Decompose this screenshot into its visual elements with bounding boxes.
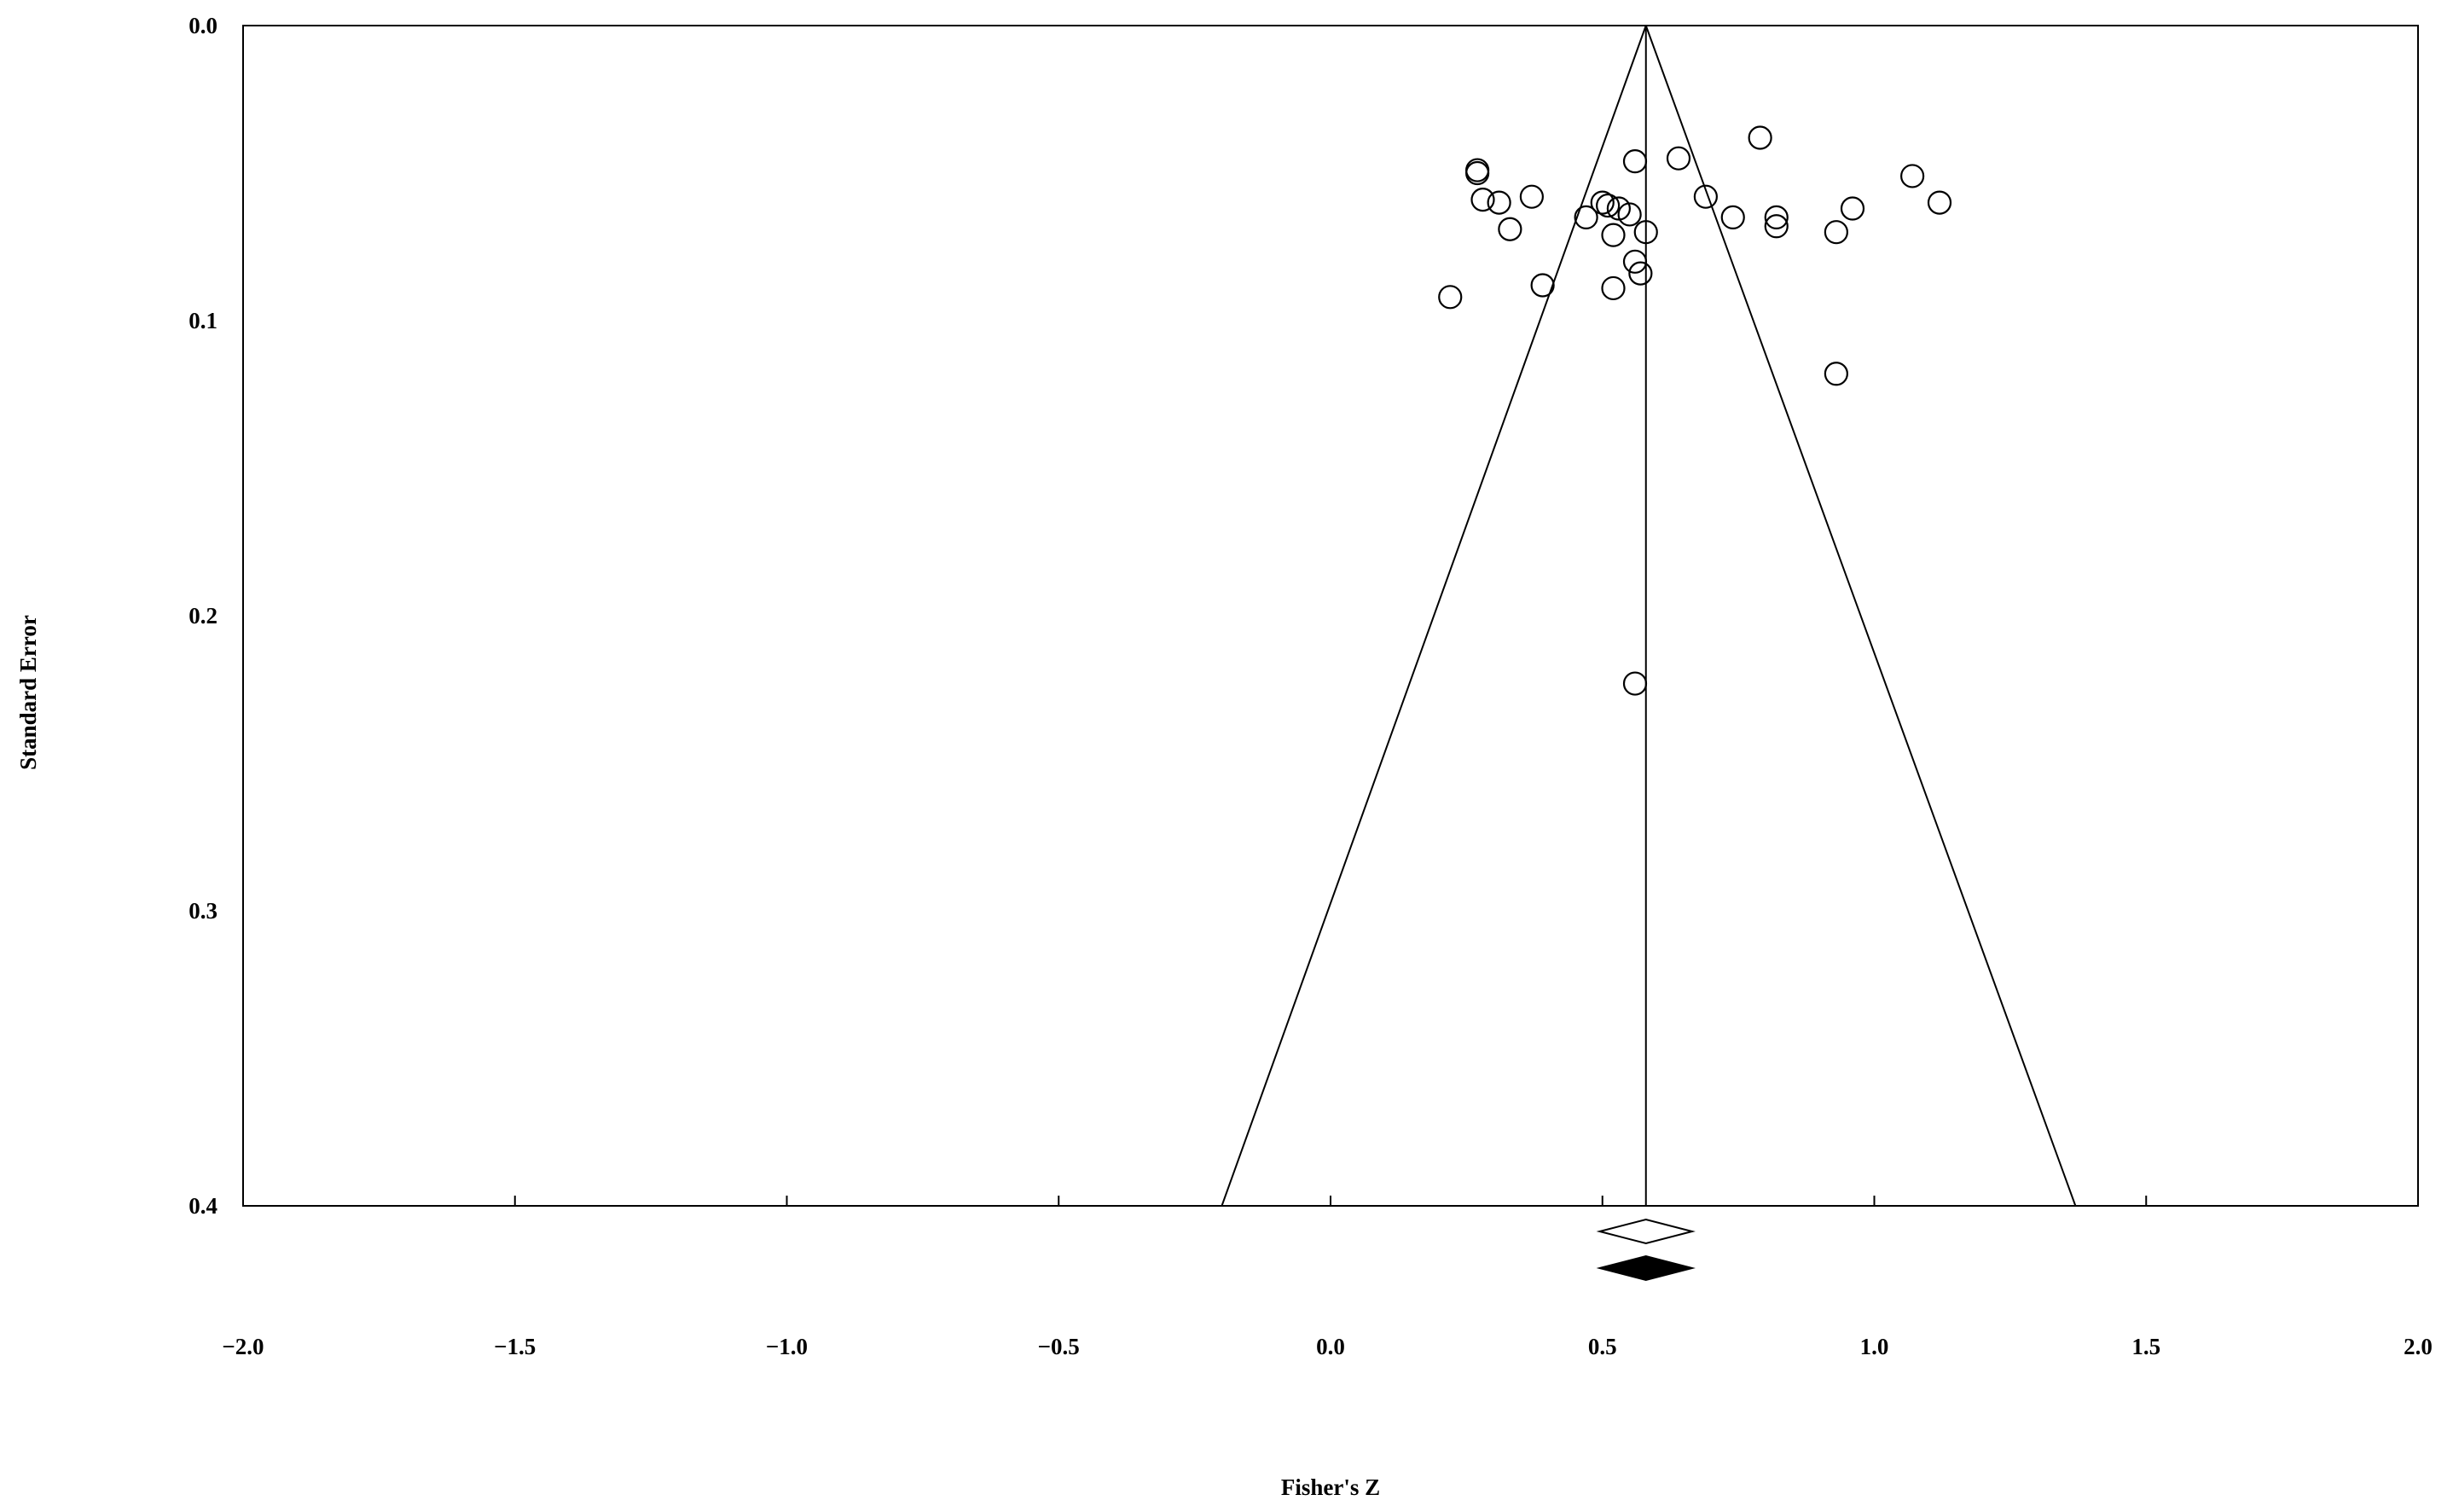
funnel-lines bbox=[1221, 25, 2077, 1207]
x-axis-ticks bbox=[513, 1196, 2148, 1206]
x-tick-label: 2.0 bbox=[2404, 1334, 2433, 1359]
study-point bbox=[1530, 273, 1555, 298]
study-points bbox=[1438, 125, 1952, 696]
x-tick-label: 0.5 bbox=[1588, 1334, 1617, 1359]
y-tick-label: 0.1 bbox=[188, 308, 217, 333]
x-tick-label: −0.5 bbox=[1038, 1334, 1080, 1359]
y-tick-label: 0.2 bbox=[188, 603, 217, 629]
x-tick-label: −1.5 bbox=[494, 1334, 536, 1359]
study-point bbox=[1693, 184, 1718, 209]
study-point bbox=[1720, 205, 1745, 229]
y-tick-label: 0.3 bbox=[188, 898, 217, 924]
study-point bbox=[1498, 217, 1522, 241]
study-point bbox=[1840, 196, 1865, 221]
x-tick-label: 1.5 bbox=[2131, 1334, 2160, 1359]
x-axis-tick-labels: −2.0 −1.5 −1.0 −0.5 0.0 0.5 1.0 1.5 2.0 bbox=[222, 1334, 2432, 1359]
study-point bbox=[1601, 223, 1626, 247]
y-tick-label: 0.0 bbox=[188, 13, 217, 38]
study-point bbox=[1606, 196, 1631, 221]
x-tick-label: −2.0 bbox=[222, 1334, 264, 1359]
study-point bbox=[1590, 190, 1615, 215]
x-tick-label: 1.0 bbox=[1860, 1334, 1889, 1359]
study-point bbox=[1601, 275, 1626, 301]
study-point bbox=[1900, 164, 1925, 188]
study-point bbox=[1487, 190, 1511, 215]
study-point bbox=[1574, 205, 1598, 229]
summary-diamonds bbox=[1596, 1218, 1696, 1282]
summary-diamond bbox=[1596, 1218, 1696, 1245]
study-point bbox=[1622, 249, 1648, 274]
x-axis-title: Fisher's Z bbox=[1281, 1474, 1380, 1500]
study-point bbox=[1764, 205, 1789, 229]
x-tick-label: −1.0 bbox=[766, 1334, 808, 1359]
funnel-left-line bbox=[1221, 25, 1647, 1207]
funnel-right-line bbox=[1644, 25, 2077, 1207]
study-point bbox=[1519, 184, 1544, 209]
study-point bbox=[1470, 188, 1495, 212]
study-point bbox=[1633, 220, 1658, 245]
study-point bbox=[1617, 202, 1642, 227]
y-axis-tick-labels: 0.0 0.1 0.2 0.3 0.4 bbox=[188, 13, 217, 1219]
plot-frame bbox=[242, 25, 2419, 1207]
study-point bbox=[1438, 285, 1463, 310]
study-point bbox=[1596, 193, 1621, 218]
study-point bbox=[1824, 220, 1848, 245]
summary-diamond bbox=[1596, 1254, 1696, 1282]
y-tick-label: 0.4 bbox=[188, 1193, 217, 1219]
x-tick-label: 0.0 bbox=[1316, 1334, 1345, 1359]
study-point bbox=[1748, 125, 1772, 150]
study-point bbox=[1622, 671, 1648, 696]
study-point bbox=[1666, 146, 1691, 171]
study-point bbox=[1622, 149, 1648, 174]
study-point bbox=[1465, 160, 1490, 186]
study-point bbox=[1628, 261, 1653, 286]
study-point bbox=[1764, 214, 1789, 239]
study-point bbox=[1927, 190, 1952, 215]
y-axis-title: Standard Error bbox=[15, 615, 41, 770]
study-point bbox=[1824, 362, 1848, 386]
